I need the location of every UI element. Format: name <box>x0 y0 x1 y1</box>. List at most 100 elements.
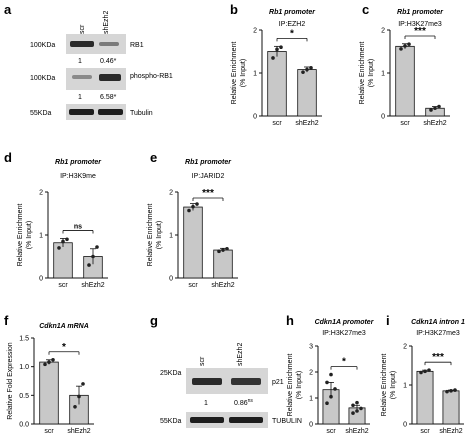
data-point <box>453 388 457 392</box>
data-point <box>325 401 329 406</box>
data-point <box>217 249 221 254</box>
data-point <box>309 66 313 70</box>
x-tick-label: shEzh2 <box>423 120 446 127</box>
data-point <box>275 47 279 52</box>
y-axis-label: Relative Enrichment (% Input) <box>381 354 397 417</box>
y-tick-label: 1.0 <box>19 364 29 371</box>
y-tick-label: 0.0 <box>19 422 29 429</box>
x-tick-label: scr <box>420 428 430 435</box>
y-tick-label: 0.5 <box>19 393 29 400</box>
data-point <box>359 406 363 411</box>
band-tubulin-shezh2 <box>98 109 123 115</box>
quant-rb1-scr: 1 <box>78 58 82 65</box>
bar-shezh2 <box>297 69 317 117</box>
significance-label: *** <box>414 26 426 37</box>
bar-scr <box>39 361 59 425</box>
data-point <box>449 389 453 393</box>
band-tubulin-shezh2-g <box>229 417 263 423</box>
bar-scr <box>267 51 287 117</box>
bar-scr <box>416 370 434 425</box>
panel-letter-h: h <box>286 313 294 328</box>
quant-p21-shezh2: 0.86ns <box>234 398 253 407</box>
data-point <box>225 246 229 251</box>
significance-label: *** <box>202 188 214 199</box>
y-tick-label: 2 <box>403 344 407 351</box>
bar-shezh2 <box>442 390 460 425</box>
bar-scr <box>183 206 203 279</box>
data-point <box>61 239 65 244</box>
x-tick-label: scr <box>400 120 410 127</box>
quant-rb1-shezh2: 0.46* <box>100 58 117 65</box>
lane-label-shezh2-g: shEzh2 <box>237 343 244 366</box>
data-point <box>73 405 77 409</box>
x-tick-label: shEzh2 <box>295 120 318 127</box>
data-point <box>427 368 431 372</box>
band-tubulin-scr <box>69 109 94 115</box>
panel-letter-g: g <box>150 313 158 328</box>
lane-label-scr-g: scr <box>199 356 206 366</box>
chart-b: b Rb1 promoter IP:EZH2 0 1 2 Relative Enrichme… <box>230 2 322 127</box>
data-point <box>91 254 95 259</box>
x-tick-label: scr <box>58 282 68 289</box>
panel-letter-e: e <box>150 150 157 165</box>
significance-label: * <box>342 357 346 368</box>
data-point <box>95 245 99 249</box>
y-tick-label: 1 <box>39 233 43 240</box>
chart-h: h Cdkn1A promoter IP:H3K27me3 0 1 2 3 Relative … <box>286 313 375 435</box>
x-tick-label: shEzh2 <box>67 428 90 435</box>
band-label-tubulin-g: TUBULIN <box>272 418 302 425</box>
chart-title: Cdkn1A mRNA <box>39 323 89 330</box>
data-point <box>87 263 91 267</box>
data-point <box>399 47 403 51</box>
data-point <box>57 246 61 250</box>
data-point <box>329 394 333 399</box>
chart-title: Rb1 promoter <box>397 9 444 16</box>
lane-label-scr: scr <box>79 24 86 34</box>
chart-subtitle: IP:H3K27me3 <box>416 330 460 337</box>
chart-title: Rb1 promoter <box>55 159 102 166</box>
y-tick-label: 0 <box>169 276 173 283</box>
quant-prb1-shezh2: 6.58* <box>100 94 117 101</box>
bar-charts: b Rb1 promoter IP:EZH2 0 1 2 Relative Enrichme… <box>4 2 465 435</box>
data-point <box>65 237 69 242</box>
data-point <box>325 380 329 385</box>
data-point <box>221 248 225 252</box>
chart-c: c Rb1 promoter IP:H3K27me3 0 1 2 Relative Enri… <box>359 2 450 127</box>
panel-letter-f: f <box>4 313 9 328</box>
data-point <box>329 372 333 377</box>
panel-letter-d: d <box>4 150 12 165</box>
marker-label-tubulin: 55KDa <box>30 110 52 117</box>
significance-label: *** <box>432 352 444 363</box>
data-point <box>355 400 359 405</box>
y-tick-label: 0 <box>403 422 407 429</box>
y-tick-label: 2 <box>169 190 173 197</box>
data-point <box>305 67 309 72</box>
x-tick-label: scr <box>326 428 336 435</box>
bar-scr <box>53 242 73 279</box>
band-label-tubulin: Tubulin <box>130 110 153 117</box>
band-label-p21: p21 <box>272 379 284 386</box>
y-tick-label: 0 <box>381 114 385 121</box>
data-point <box>351 403 355 408</box>
panel-letter-a: a <box>4 2 12 17</box>
band-prb1-scr <box>72 75 92 79</box>
y-tick-label: 1 <box>169 233 173 240</box>
band-p21-scr <box>192 378 222 385</box>
chart-e: e Rb1 promoter IP:JARID2 0 1 2 Relative Enrich… <box>147 150 238 289</box>
data-point <box>279 45 283 49</box>
y-tick-label: 1.5 <box>19 336 29 343</box>
bar-shezh2 <box>213 249 233 279</box>
data-point <box>51 357 55 362</box>
chart-subtitle: IP:H3K27me3 <box>398 21 442 28</box>
y-axis-label: Relative Enrichment (% Input) <box>359 42 375 105</box>
data-point <box>355 409 359 413</box>
band-rb1-shezh2 <box>99 42 119 46</box>
data-point <box>423 369 427 374</box>
data-point <box>419 370 423 375</box>
band-p21-shezh2 <box>231 378 261 385</box>
quant-prb1-scr: 1 <box>78 94 82 101</box>
chart-title: Rb1 promoter <box>269 9 316 16</box>
data-point <box>191 204 195 209</box>
chart-d: d Rb1 promoter IP:H3K9me 0 1 2 Relative Enrich… <box>4 150 108 289</box>
data-point <box>47 360 51 364</box>
